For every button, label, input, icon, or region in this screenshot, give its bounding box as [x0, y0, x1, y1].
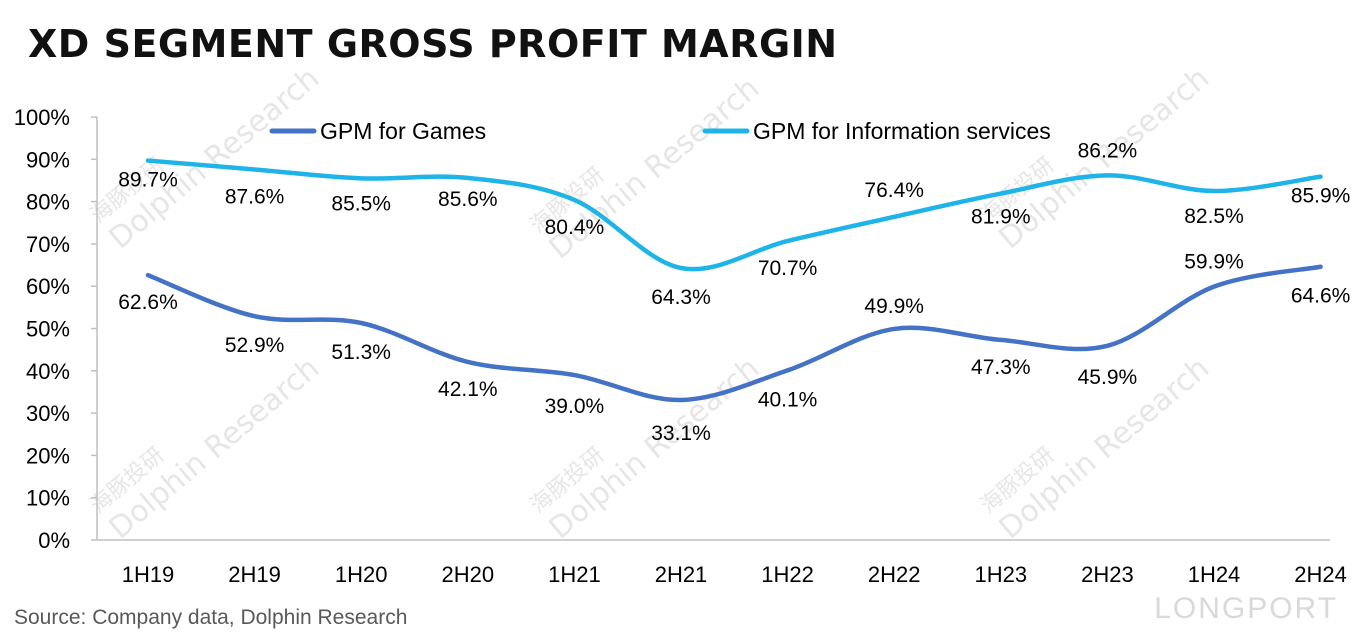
y-tick-label: 0% [38, 528, 70, 553]
x-tick-label: 2H24 [1294, 562, 1347, 587]
data-label-info: 80.4% [545, 216, 605, 239]
data-label-games: 62.6% [118, 291, 178, 314]
chart-axes: 0% 10% 20% 30% 40% 50% 60% 70% 80% 90% 100% 1H19 2H1… [14, 105, 1347, 587]
data-label-games: 64.6% [1291, 285, 1351, 308]
data-label-games: 40.1% [758, 388, 818, 411]
series-line-games [145, 264, 1323, 403]
y-tick-label: 30% [26, 401, 70, 426]
y-tick-label: 70% [26, 232, 70, 257]
y-tick-label: 50% [26, 317, 70, 342]
data-label-info: 70.7% [758, 257, 818, 280]
legend-label-games: GPM for Games [320, 118, 486, 144]
data-label-info: 89.7% [118, 169, 178, 192]
source-note: Source: Company data, Dolphin Research [14, 606, 408, 629]
x-tick-label: 2H22 [868, 562, 921, 587]
x-tick-label: 2H23 [1081, 562, 1134, 587]
x-tick-label: 1H22 [761, 562, 814, 587]
chart-title: XD SEGMENT GROSS PROFIT MARGIN [28, 22, 838, 66]
y-tick-label: 90% [26, 147, 70, 172]
x-tick-label: 2H21 [655, 562, 708, 587]
data-label-info: 81.9% [971, 206, 1031, 229]
y-tick-label: 20% [26, 443, 70, 468]
y-tick-label: 40% [26, 359, 70, 384]
data-label-info: 85.5% [331, 192, 391, 215]
data-label-games: 39.0% [545, 395, 605, 418]
watermark-text: Dolphin Research [103, 61, 326, 256]
data-label-info: 82.5% [1184, 205, 1244, 228]
data-labels: 62.6% 52.9% 51.3% 42.1% 39.0% 33.1% 40.1% 49.9%… [118, 139, 1350, 445]
data-label-games: 42.1% [438, 378, 498, 401]
x-tick-label: 1H20 [335, 562, 388, 587]
x-tick-label: 1H19 [122, 562, 175, 587]
data-label-games: 45.9% [1078, 366, 1138, 389]
y-tick-label: 60% [26, 274, 70, 299]
x-tick-label: 2H19 [228, 562, 281, 587]
legend-label-info: GPM for Information services [753, 118, 1051, 144]
chart-legend: GPM for Games GPM for Information service… [269, 118, 1051, 144]
x-tick-label: 1H23 [975, 562, 1028, 587]
x-tick-label: 2H20 [442, 562, 495, 587]
y-tick-label: 100% [14, 105, 70, 130]
x-tick-label: 1H21 [548, 562, 601, 587]
x-tick-label: 1H24 [1188, 562, 1241, 587]
data-label-info: 86.2% [1078, 139, 1138, 162]
data-label-games: 59.9% [1184, 251, 1244, 274]
series-line-info [145, 158, 1323, 272]
data-label-info: 85.6% [438, 188, 498, 211]
watermark-text: Dolphin Research [543, 351, 766, 546]
data-label-games: 33.1% [651, 422, 711, 445]
data-label-games: 47.3% [971, 356, 1031, 379]
data-label-info: 87.6% [225, 185, 285, 208]
y-tick-label: 10% [26, 486, 70, 511]
data-label-games: 51.3% [331, 341, 391, 364]
data-label-games: 49.9% [864, 295, 924, 318]
series-lines [145, 158, 1323, 403]
data-label-info: 76.4% [864, 179, 924, 202]
data-label-info: 64.3% [651, 286, 711, 309]
brand-watermark: LONGPORT [1154, 592, 1338, 625]
data-label-games: 52.9% [225, 334, 285, 357]
y-tick-label: 80% [26, 190, 70, 215]
data-label-info: 85.9% [1291, 185, 1351, 208]
watermark-text: Dolphin Research [103, 351, 326, 546]
